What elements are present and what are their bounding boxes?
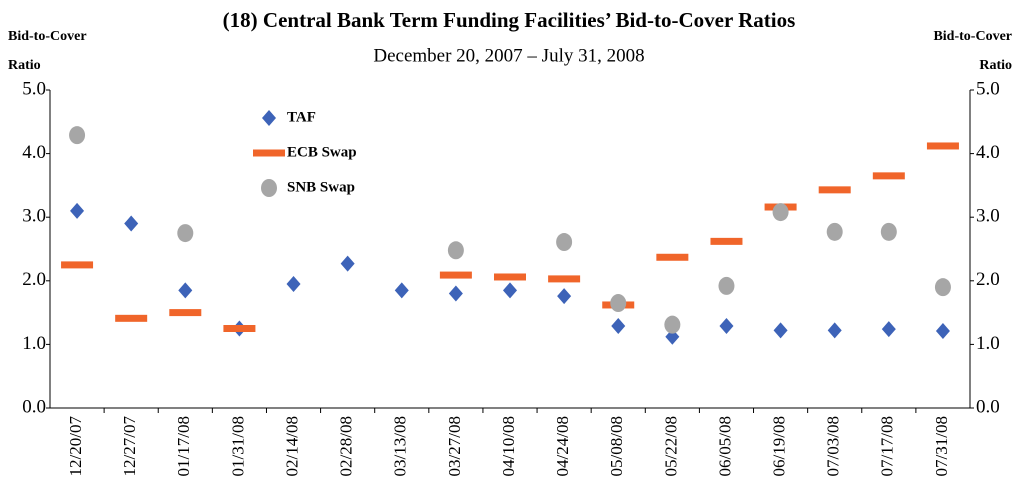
marker-diamond xyxy=(286,275,301,292)
x-tick-label: 04/10/08 xyxy=(499,416,518,476)
marker-circle xyxy=(880,222,897,241)
x-tick-label: 05/22/08 xyxy=(661,416,680,476)
marker-diamond xyxy=(262,110,276,126)
x-tick-label: 03/13/08 xyxy=(391,416,410,476)
marker-diamond xyxy=(394,282,409,299)
marker-dash xyxy=(548,275,581,283)
marker-circle xyxy=(177,224,194,243)
marker-dash xyxy=(818,186,851,194)
x-tick-label: 02/14/08 xyxy=(282,416,301,476)
marker-circle xyxy=(610,294,627,313)
y2-tick-label: 4.0 xyxy=(976,142,1000,163)
marker-dash xyxy=(656,253,689,261)
marker-diamond xyxy=(719,317,734,334)
y-tick-label: 2.0 xyxy=(22,269,46,290)
x-tick-label: 07/31/08 xyxy=(932,416,951,476)
x-tick-label: 01/17/08 xyxy=(174,416,193,476)
y-tick-label: 1.0 xyxy=(22,333,46,354)
y2-tick-label: 5.0 xyxy=(976,78,1000,99)
marker-dash xyxy=(115,314,148,322)
x-tick-label: 01/31/08 xyxy=(228,416,247,476)
marker-diamond xyxy=(881,321,896,338)
marker-dash xyxy=(169,309,202,317)
marker-circle xyxy=(447,241,464,260)
marker-dash xyxy=(439,271,472,279)
x-tick-label: 07/17/08 xyxy=(878,416,897,476)
marker-diamond xyxy=(503,282,517,299)
y-tick-label: 3.0 xyxy=(22,206,46,227)
y2-axis-label: Ratio xyxy=(979,58,1012,73)
marker-diamond xyxy=(557,288,572,305)
marker-dash xyxy=(253,149,285,157)
legend-label: TAF xyxy=(287,109,316,125)
y-axis-label: Bid-to-Cover xyxy=(8,29,87,44)
x-tick-label: 07/03/08 xyxy=(824,416,843,476)
y2-axis-label: Bid-to-Cover xyxy=(933,29,1012,44)
x-tick-label: 12/20/07 xyxy=(66,416,85,477)
marker-diamond xyxy=(611,317,626,334)
y-tick-label: 5.0 xyxy=(22,78,46,99)
marker-diamond xyxy=(935,323,950,340)
y-tick-label: 0.0 xyxy=(22,396,46,417)
x-tick-label: 12/27/07 xyxy=(120,416,139,477)
marker-dash xyxy=(926,142,959,150)
marker-diamond xyxy=(70,202,85,219)
marker-circle xyxy=(664,315,681,334)
chart-title: (18) Central Bank Term Funding Facilitie… xyxy=(223,8,796,32)
legend-label: SNB Swap xyxy=(287,179,355,195)
marker-diamond xyxy=(773,322,788,339)
marker-diamond xyxy=(827,322,842,339)
x-tick-label: 06/05/08 xyxy=(715,416,734,476)
marker-dash xyxy=(872,172,905,180)
marker-diamond xyxy=(124,215,139,232)
x-tick-label: 02/28/08 xyxy=(337,416,356,476)
marker-circle xyxy=(772,203,789,222)
marker-diamond xyxy=(178,282,193,299)
marker-circle xyxy=(556,233,573,252)
y2-tick-label: 3.0 xyxy=(976,206,1000,227)
chart-subtitle: December 20, 2007 – July 31, 2008 xyxy=(373,45,644,66)
marker-diamond xyxy=(340,255,355,272)
marker-dash xyxy=(710,237,743,245)
y2-tick-label: 0.0 xyxy=(976,396,1000,417)
marker-circle xyxy=(826,222,843,241)
marker-dash xyxy=(223,325,256,332)
y2-tick-label: 2.0 xyxy=(976,269,1000,290)
y2-tick-label: 1.0 xyxy=(976,333,1000,354)
x-tick-label: 06/19/08 xyxy=(769,416,788,476)
marker-circle xyxy=(934,278,951,297)
marker-circle xyxy=(69,126,86,145)
y-tick-label: 4.0 xyxy=(22,142,46,163)
y-axis-label: Ratio xyxy=(8,58,41,73)
x-tick-label: 03/27/08 xyxy=(445,416,464,476)
x-tick-label: 04/24/08 xyxy=(553,416,572,476)
x-tick-label: 05/08/08 xyxy=(607,416,626,476)
marker-dash xyxy=(61,261,94,269)
marker-circle xyxy=(718,276,735,295)
legend-label: ECB Swap xyxy=(287,144,357,160)
marker-dash xyxy=(494,273,526,281)
marker-diamond xyxy=(448,285,463,302)
marker-circle xyxy=(261,179,277,197)
